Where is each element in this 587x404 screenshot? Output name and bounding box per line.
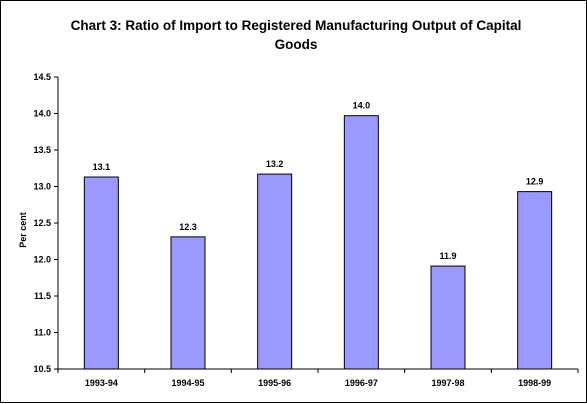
data-label: 13.1 [93,162,111,172]
y-tick-label: 14.0 [33,109,51,119]
bar [257,173,293,370]
x-tick-label: 1998-99 [518,378,551,388]
data-label: 11.9 [439,251,456,261]
x-tick-label: 1997-98 [431,378,464,388]
data-label: 14.0 [353,101,371,111]
y-tick-label: 11.5 [34,291,51,301]
plot-area: 10.5 11.0 11.5 12.0 12.5 13.0 13.5 14.0 14.5 13.1… [33,72,579,388]
chart-title-line-1: Chart 3: Ratio of Import to Registered M… [71,18,522,33]
x-tick-label: 1996-97 [345,378,378,388]
y-tick-label: 14.5 [33,72,51,82]
chart-title-line-2: Goods [275,37,318,52]
x-tick-label: 1995-96 [258,378,291,388]
x-tick-label: 1994-95 [171,378,204,388]
bar [517,191,553,370]
bar [430,265,466,370]
y-tick-label: 13.0 [33,182,51,192]
data-label: 12.3 [179,222,197,232]
y-tick-label: 12.5 [33,218,51,228]
y-tick-label: 13.5 [33,145,51,155]
bar [170,236,206,370]
x-tick-label: 1993-94 [85,378,118,388]
bar [343,115,379,370]
y-tick-label: 12.0 [33,255,51,265]
data-label: 13.2 [266,159,284,169]
data-label: 12.9 [526,177,544,187]
bar [83,176,119,370]
y-tick-label: 10.5 [33,364,51,374]
y-tick-label: 11.0 [34,328,51,338]
y-axis-label: Per cent [18,212,28,248]
